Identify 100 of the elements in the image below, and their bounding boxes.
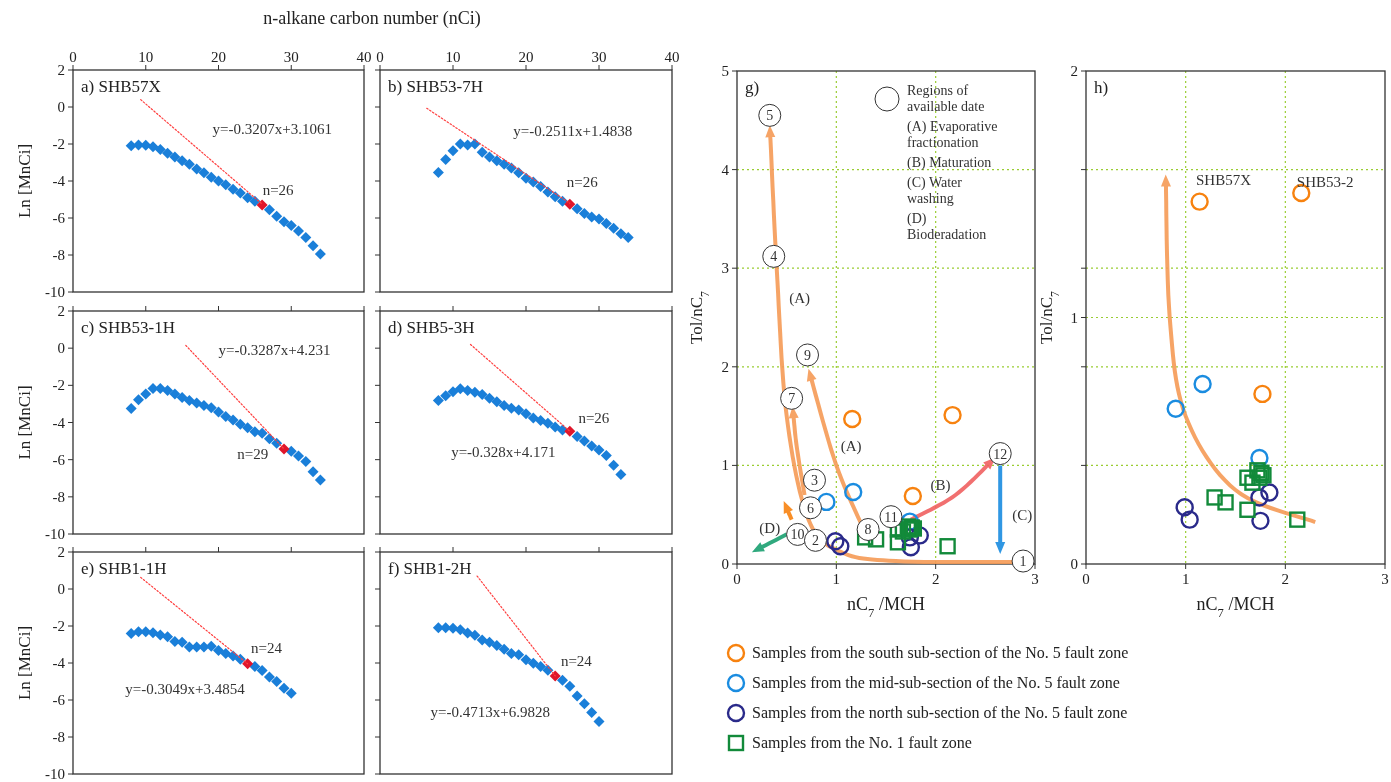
chart-title: h)	[1094, 78, 1109, 97]
y-tick-label: -8	[52, 729, 65, 745]
annotation: 11	[884, 509, 898, 525]
annotation: (D)	[759, 519, 781, 537]
annotation: SHB57X	[1196, 172, 1252, 189]
chart-title: b) SHB53-7H	[388, 77, 483, 96]
annotation: 1	[1019, 554, 1027, 570]
annotation: n=26	[262, 182, 295, 199]
annotation: 2	[811, 533, 819, 549]
x-tick-label: 40	[664, 49, 680, 65]
legend-label: Samples from the north sub-section of the No. 5 fault zone	[752, 704, 1128, 722]
y-axis-title: Ln [MnCi]	[15, 385, 34, 460]
y-tick-label: 2	[57, 62, 65, 78]
x-tick-label: 2	[931, 571, 940, 587]
x-tick-label: 40	[356, 49, 372, 65]
annotation: SHB53-2	[1296, 173, 1354, 190]
x-tick-label: 0	[376, 49, 384, 65]
y-tick-label: 2	[57, 544, 65, 560]
y-tick-label: -2	[52, 377, 65, 394]
y-tick-label: 0	[57, 340, 65, 357]
y-tick-label: -6	[52, 692, 66, 708]
y-tick-label: -10	[45, 284, 65, 300]
annotation: (C) Water washing	[907, 175, 963, 206]
x-tick-label: 20	[211, 49, 226, 65]
annotation: n=29	[237, 446, 269, 463]
y-tick-label: -2	[52, 618, 65, 634]
annotation: (A)	[789, 289, 810, 307]
annotation: 9	[804, 347, 812, 363]
y-tick-label: 2	[57, 303, 65, 319]
annotation: 3	[810, 473, 818, 489]
annotation: (C)	[1012, 506, 1033, 524]
y-axis-title: Ln [MnCi]	[15, 625, 34, 701]
chart-title: g)	[745, 78, 760, 97]
annotation: 4	[770, 249, 778, 265]
annotation: (A)	[840, 437, 862, 455]
x-tick-label: 30	[283, 49, 299, 65]
annotation: 6	[807, 500, 815, 516]
chart-title: c) SHB53-1H	[81, 318, 175, 337]
y-tick-label: -6	[52, 210, 66, 226]
chart-title: a) SHB57X	[81, 77, 161, 96]
x-tick-label: 2	[1281, 571, 1290, 587]
x-tick-label: 0	[1082, 571, 1090, 587]
y-tick-label: 0	[721, 556, 729, 572]
annotation: y=-0.3207x+3.1061	[212, 121, 333, 138]
x-tick-label: 1	[1181, 571, 1190, 587]
y-tick-label: 0	[1070, 556, 1078, 572]
annotation: y=-0.328x+4.171	[451, 444, 556, 461]
y-tick-label: 1	[1070, 309, 1078, 326]
annotation: y=-0.3287x+4.231	[218, 342, 331, 359]
x-axis-title: n-alkane carbon number (nCi)	[263, 8, 481, 29]
y-tick-label: 2	[1070, 63, 1078, 79]
x-tick-label: 20	[518, 49, 534, 65]
annotation: 5	[766, 108, 774, 124]
chart-title: d) SHB5-3H	[388, 318, 475, 337]
y-tick-label: 5	[721, 63, 729, 79]
y-tick-label: -2	[52, 136, 65, 152]
y-tick-label: 0	[57, 581, 65, 597]
chart-title: f) SHB1-2H	[388, 559, 472, 578]
y-tick-label: 2	[721, 358, 729, 375]
y-tick-label: 4	[721, 161, 730, 178]
annotation: 8	[864, 522, 872, 538]
y-tick-label: -4	[52, 655, 66, 671]
chart-title: e) SHB1-1H	[81, 559, 167, 578]
annotation: (A) Evaporative fractionation	[907, 119, 998, 150]
legend-label: Samples from the mid-sub-section of the No. 5 fault zone	[752, 674, 1120, 692]
y-tick-label: -4	[52, 414, 66, 431]
y-tick-label: -8	[52, 247, 65, 263]
y-tick-label: -4	[52, 173, 66, 189]
annotation: 10	[790, 527, 805, 543]
x-tick-label: 0	[69, 49, 77, 65]
annotation: 12	[993, 446, 1008, 462]
y-tick-label: -8	[52, 488, 65, 505]
y-tick-label: 1	[721, 457, 729, 474]
annotation: (B)	[930, 477, 951, 495]
y-tick-label: -6	[52, 451, 66, 468]
x-tick-label: 1	[832, 571, 841, 587]
y-axis-title: Ln [MnCi]	[15, 143, 34, 219]
annotation: n=26	[578, 410, 610, 427]
y-tick-label: -10	[45, 766, 65, 782]
y-tick-label: 3	[721, 260, 729, 277]
x-tick-label: 10	[445, 49, 461, 65]
annotation: (B) Maturation	[907, 155, 992, 171]
annotation: n=26	[566, 173, 599, 190]
x-tick-label: 3	[1031, 571, 1039, 587]
legend-label: Samples from the No. 1 fault zone	[752, 734, 972, 752]
annotation: y=-0.3049x+3.4854	[125, 681, 246, 698]
x-tick-label: 10	[138, 49, 154, 65]
annotation: Regions of available date	[907, 83, 985, 114]
x-axis-title: nC$_{7}$/MCH	[847, 594, 925, 620]
annotation: y=-0.2511x+1.4838	[513, 122, 633, 139]
y-tick-label: 0	[57, 99, 65, 115]
annotation: 7	[788, 391, 796, 407]
annotation: y=-0.4713x+6.9828	[430, 704, 550, 721]
x-tick-label: 0	[733, 571, 741, 587]
annotation: (D) Bioderadation	[907, 211, 987, 242]
legend-label: Samples from the south sub-section of the No. 5 fault zone	[752, 644, 1129, 662]
x-axis-title: nC$_{7}$/MCH	[1196, 594, 1275, 620]
annotation: n=24	[560, 653, 593, 669]
annotation: n=24	[251, 639, 283, 656]
x-tick-label: 30	[591, 49, 607, 65]
